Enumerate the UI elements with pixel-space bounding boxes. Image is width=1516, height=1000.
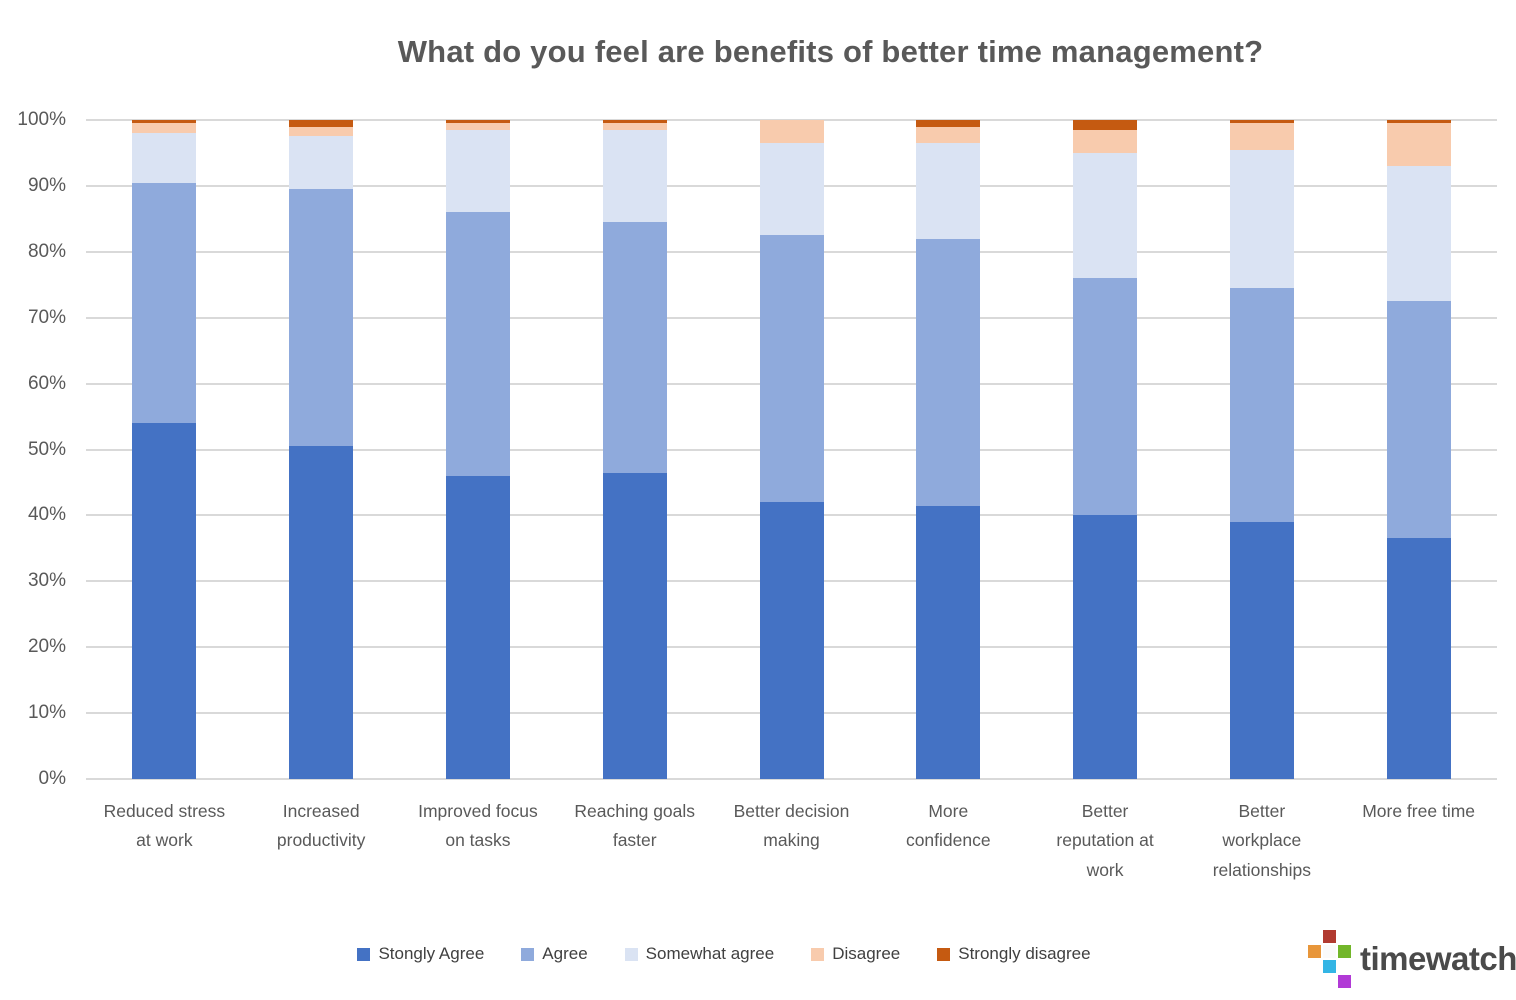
legend-item: Stongly Agree [357,944,484,964]
x-axis-category-label: Better decision making [733,801,850,851]
bar-segment [759,143,824,236]
legend-label: Disagree [832,944,901,963]
bar-segment [132,182,197,424]
bar-segment [1386,538,1451,779]
x-axis-category-label: Reduced stress at work [103,801,226,851]
bar-segment [132,123,197,134]
bar-segment [916,143,981,239]
legend-color-swatch-icon [521,947,535,961]
bar-segment [1386,166,1451,302]
bar-segment [916,238,981,506]
y-axis-tick-label: 40% [27,504,66,526]
logo-square-green [1338,945,1351,958]
x-axis-category-label: More confidence [905,801,991,851]
bar-segment [132,133,197,183]
logo-square-white [1323,945,1336,958]
bar-segment [602,123,667,130]
y-axis-tick-label: 20% [27,636,66,658]
bar-segment [759,120,824,144]
legend-label: Agree [542,944,588,963]
bar-segment [289,126,354,137]
chart-title: What do you feel are benefits of better … [397,34,1264,69]
bar-segment [1229,149,1294,289]
logo-squares-icon [1308,930,1351,988]
bar-segment [132,120,197,124]
legend-item: Somewhat agree [624,944,775,964]
bar-segment [445,475,510,779]
bar-segment [602,222,667,473]
bar-segment [1073,152,1138,279]
bar-segment [1229,120,1294,124]
bar-segment [445,129,510,213]
x-axis-category-label: Improved focus on tasks [418,801,538,851]
bar-segment [1386,301,1451,539]
y-axis-tick-label: 30% [27,570,66,592]
y-axis-tick-label: 10% [27,702,66,724]
x-axis-category-label: More free time [1362,801,1476,821]
bar-segment [289,189,354,447]
x-axis-category-label: Better workplace relationships [1212,801,1311,880]
bar-segment [445,120,510,124]
legend-color-swatch-icon [937,947,951,961]
bar-segment [445,123,510,130]
bar-segment [289,446,354,779]
legend-label: Strongly disagree [958,944,1091,963]
legend-item: Strongly disagree [937,944,1091,964]
bar-segment [445,212,510,476]
legend-color-swatch-icon [811,947,825,961]
bar-segment [602,120,667,124]
bar-segment [916,120,981,127]
bar-segment [602,472,667,779]
bar-segment [1229,521,1294,779]
timewatch-logo: timewatch [1308,930,1516,988]
gridline [86,778,1497,780]
bar-segment [132,423,197,779]
logo-square-purple [1338,975,1351,988]
bar-segment [289,136,354,190]
y-axis-tick-label: 80% [27,240,66,262]
x-axis-category-label: Better reputation at work [1056,801,1154,880]
x-axis-category-label: Reaching goals faster [574,801,696,851]
y-axis-tick-label: 100% [17,109,66,130]
legend-color-swatch-icon [357,947,371,961]
y-axis-tick-label: 70% [27,306,66,328]
bar-segment [289,120,354,127]
legend-label: Somewhat agree [645,944,775,963]
bar-segment [759,502,824,779]
bar-segment [1229,288,1294,522]
bar-segment [916,505,981,779]
logo-square-orange [1308,945,1321,958]
y-axis-tick-label: 90% [27,174,66,196]
logo-wordmark: timewatch [1360,940,1516,977]
bar-segment [1386,123,1451,167]
legend: Stongly Agree Agree Somewhat agree Disagree… [0,944,1448,964]
legend-item: Agree [521,944,588,964]
bar-segment [602,129,667,223]
bar-segment [1386,120,1451,124]
bar-segment [1073,515,1138,779]
bar-segment [916,126,981,144]
y-axis-tick-label: 60% [27,372,66,394]
bar-segment [1073,120,1138,130]
bar-segment [1229,123,1294,150]
legend-label: Stongly Agree [378,944,485,963]
legend-item: Disagree [811,944,900,964]
bar-segment [759,235,824,503]
y-axis-tick-label: 50% [27,438,66,460]
y-axis-tick-label: 0% [38,768,66,789]
x-axis-category-label: Increased productivity [276,801,366,851]
legend-color-swatch-icon [624,947,638,961]
logo-square-cyan [1323,960,1336,973]
bar-segment [1073,129,1138,153]
bar-segment [1073,278,1138,516]
logo-square-red [1323,930,1336,943]
